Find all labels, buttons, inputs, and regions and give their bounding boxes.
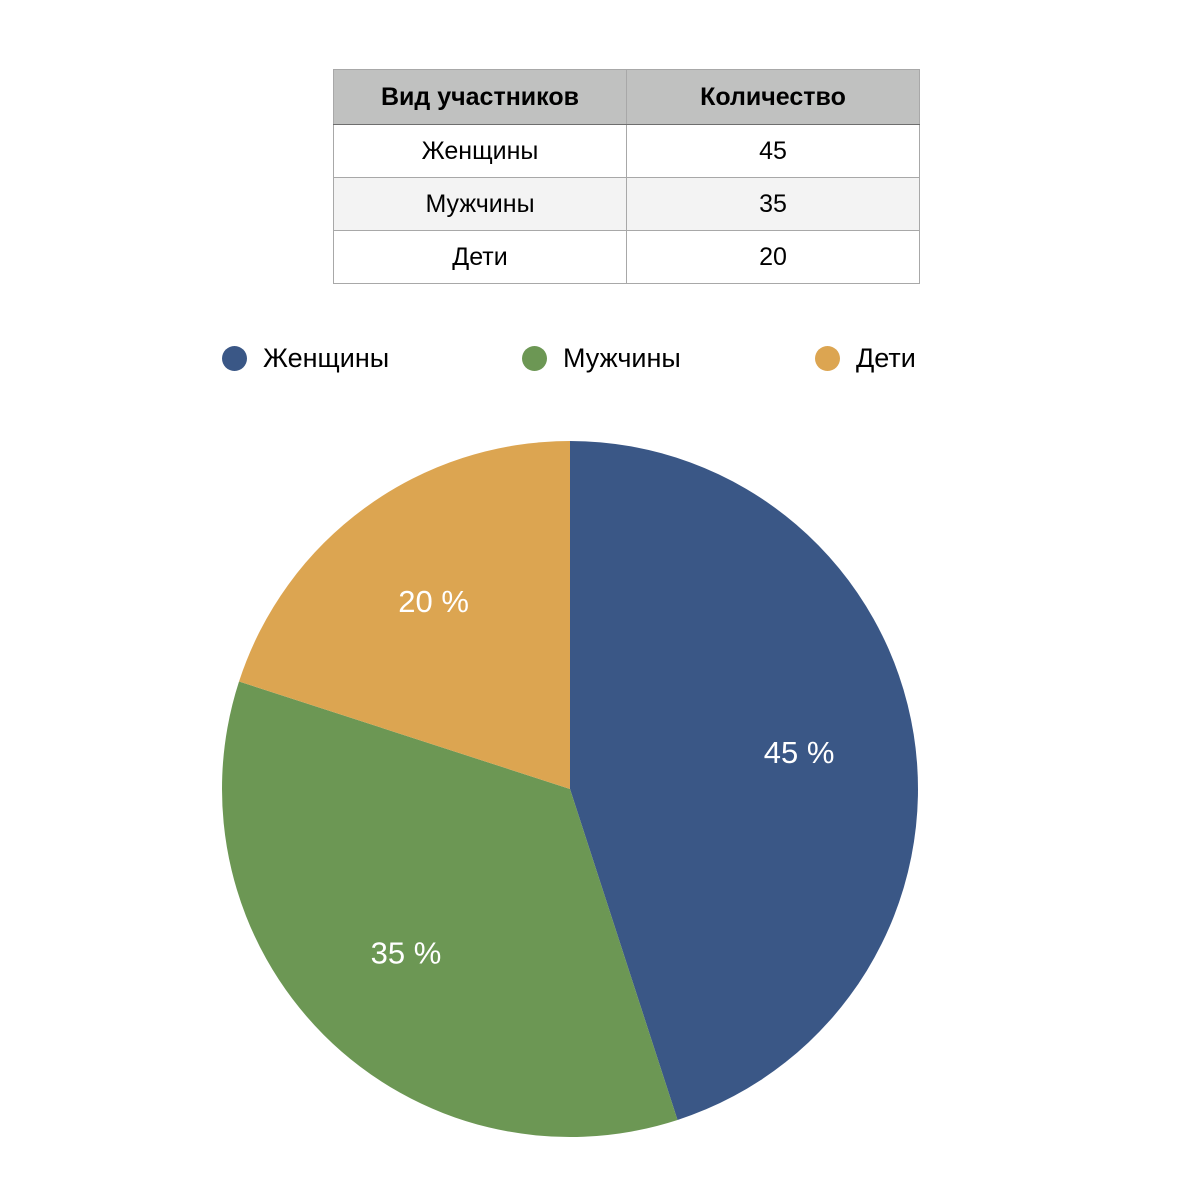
legend-swatch-children xyxy=(815,345,840,371)
table-header-count: Количество xyxy=(626,69,920,125)
chart-legend: Женщины Мужчины Дети xyxy=(0,338,1194,378)
legend-swatch-women xyxy=(222,345,247,371)
legend-swatch-men xyxy=(522,345,547,371)
table-row: Дети 20 xyxy=(333,230,920,284)
legend-label-women: Женщины xyxy=(263,342,390,373)
pie-slice-2 xyxy=(222,681,678,1137)
table-header-type: Вид участников xyxy=(333,69,627,125)
legend-item-men: Мужчины xyxy=(522,338,681,378)
pie-data-label-3: 20 % xyxy=(398,584,469,619)
pie-slice-1 xyxy=(570,441,918,1120)
table-row: Мужчины 35 xyxy=(333,177,920,231)
table-cell: Дети xyxy=(333,230,627,284)
legend-item-women: Женщины xyxy=(222,338,389,378)
legend-label-men: Мужчины xyxy=(563,342,681,373)
table-header-row: Вид участников Количество xyxy=(333,69,920,125)
legend-label-children: Дети xyxy=(856,342,916,373)
pie-data-label-2: 35 % xyxy=(371,936,442,971)
data-table: Вид участников Количество Женщины 45 Муж… xyxy=(333,69,920,284)
legend-item-children: Дети xyxy=(815,338,916,378)
pie-slice-3 xyxy=(239,441,570,789)
pie-data-label-1: 45 % xyxy=(764,735,835,770)
table-cell: 35 xyxy=(626,177,920,231)
table-cell: 20 xyxy=(626,230,920,284)
